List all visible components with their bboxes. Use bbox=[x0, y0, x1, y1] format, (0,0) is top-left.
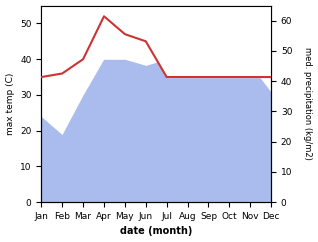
Y-axis label: med. precipitation (kg/m2): med. precipitation (kg/m2) bbox=[303, 47, 313, 160]
X-axis label: date (month): date (month) bbox=[120, 227, 192, 236]
Y-axis label: max temp (C): max temp (C) bbox=[5, 73, 15, 135]
